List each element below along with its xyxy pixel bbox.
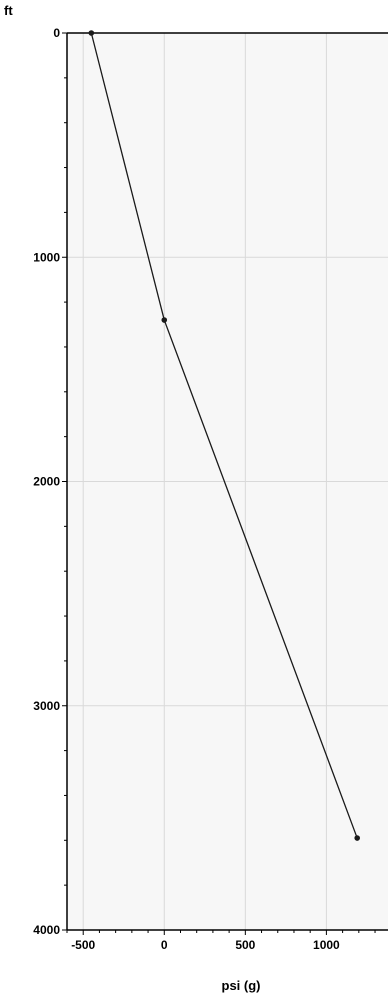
y-tick-label: 3000: [33, 699, 60, 713]
y-tick-label: 0: [53, 26, 60, 40]
data-point: [354, 835, 360, 841]
axes: [62, 32, 388, 935]
x-tick-label: 500: [235, 938, 255, 952]
y-tick-label: 4000: [33, 923, 60, 937]
x-tick-label: 1000: [313, 938, 340, 952]
y-unit-label: ft: [4, 3, 13, 18]
x-tick-label: 0: [161, 938, 168, 952]
data-point: [88, 30, 95, 36]
tick-labels: -500 0 500 1000 0 1000 2000 3000 4000: [33, 26, 340, 952]
y-tick-label: 2000: [33, 475, 60, 489]
series-group: [88, 30, 360, 841]
y-tick-label: 1000: [33, 250, 60, 264]
data-point: [161, 317, 168, 323]
x-tick-label: -500: [71, 938, 95, 952]
gridlines: [67, 33, 388, 930]
x-unit-label: psi (g): [222, 978, 261, 993]
